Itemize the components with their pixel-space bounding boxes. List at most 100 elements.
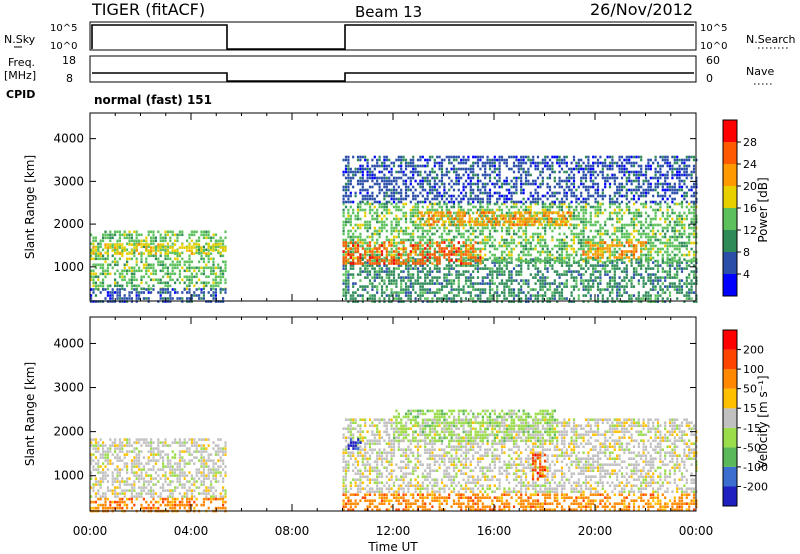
heatmap-cell <box>552 211 555 214</box>
heatmap-cell <box>637 232 640 236</box>
heatmap-cell <box>376 247 379 250</box>
heatmap-cell <box>433 256 436 259</box>
heatmap-cell <box>580 220 583 224</box>
heatmap-cell <box>416 270 420 273</box>
heatmap-cell <box>484 282 487 285</box>
heatmap-cell <box>557 211 560 214</box>
heatmap-cell <box>606 300 609 303</box>
heatmap-cell <box>505 229 508 233</box>
heatmap-cell <box>404 164 408 168</box>
heatmap-cell <box>582 226 585 230</box>
heatmap-cell <box>452 261 456 264</box>
heatmap-cell <box>649 241 652 245</box>
heatmap-cell <box>145 236 148 240</box>
heatmap-cell <box>536 259 540 263</box>
heatmap-cell <box>575 276 578 279</box>
heatmap-cell <box>508 188 511 192</box>
heatmap-cell <box>164 266 167 270</box>
heatmap-cell <box>205 266 208 270</box>
heatmap-cell <box>527 241 530 245</box>
heatmap-cell <box>539 244 542 248</box>
heatmap-cell <box>174 239 177 243</box>
heatmap-cell <box>455 294 458 297</box>
heatmap-cell <box>557 214 560 217</box>
heatmap-cell <box>596 250 599 253</box>
heatmap-cell <box>584 264 588 267</box>
heatmap-cell <box>390 179 393 183</box>
heatmap-cell <box>448 188 451 192</box>
heatmap-cell <box>676 267 679 270</box>
heatmap-cell <box>414 164 417 168</box>
heatmap-cell <box>558 285 561 288</box>
heatmap-cell <box>460 191 463 195</box>
heatmap-cell <box>443 241 446 244</box>
heatmap-cell <box>656 202 660 206</box>
heatmap-cell <box>438 235 441 239</box>
heatmap-cell <box>572 217 576 221</box>
heatmap-cell <box>472 300 475 303</box>
heatmap-cell <box>469 264 472 267</box>
heatmap-cell <box>347 273 350 276</box>
heatmap-cell <box>385 176 388 180</box>
heatmap-cell <box>150 249 153 252</box>
heatmap-cell <box>404 188 408 192</box>
heatmap-cell <box>404 182 408 186</box>
heatmap-cell <box>380 179 384 183</box>
heatmap-cell <box>90 288 93 291</box>
heatmap-cell <box>111 291 114 294</box>
heatmap-cell <box>162 281 165 285</box>
heatmap-cell <box>623 226 626 230</box>
heatmap-cell <box>404 232 408 236</box>
heatmap-cell <box>421 200 424 204</box>
heatmap-cell <box>524 261 528 264</box>
heatmap-cell <box>347 179 350 183</box>
heatmap-cell <box>366 264 369 267</box>
heatmap-cell <box>349 262 352 265</box>
heatmap-cell <box>412 267 415 270</box>
heatmap-cell <box>510 191 513 195</box>
heatmap-cell <box>392 238 396 242</box>
heatmap-cell <box>522 259 525 263</box>
heatmap-cell <box>548 261 552 264</box>
heatmap-cell <box>498 256 501 260</box>
heatmap-cell <box>685 285 688 288</box>
heatmap-cell <box>344 294 348 297</box>
heatmap-cell <box>450 279 453 282</box>
heatmap-cell <box>135 284 138 288</box>
heatmap-cell <box>452 244 456 247</box>
heatmap-cell <box>592 241 595 245</box>
heatmap-cell <box>428 247 432 250</box>
heatmap-cell <box>407 188 410 192</box>
heatmap-cell <box>126 248 129 252</box>
heatmap-cell <box>642 232 645 236</box>
heatmap-cell <box>599 229 602 233</box>
heatmap-cell <box>166 245 169 249</box>
heatmap-cell <box>388 253 391 257</box>
heatmap-cell <box>135 278 138 282</box>
heatmap-cell <box>524 241 528 245</box>
heatmap-cell <box>539 279 542 282</box>
heatmap-cell <box>680 267 684 270</box>
heatmap-cell <box>533 217 536 220</box>
heatmap-cell <box>383 247 386 250</box>
heatmap-cell <box>668 223 672 227</box>
heatmap-cell <box>392 297 396 300</box>
heatmap-cell <box>680 226 684 230</box>
heatmap-cell <box>469 262 472 265</box>
heatmap-cell <box>344 291 348 294</box>
heatmap-cell <box>503 288 506 291</box>
heatmap-cell <box>469 232 472 236</box>
heatmap-cell <box>106 243 109 246</box>
heatmap-cell <box>620 208 624 212</box>
heatmap-cell <box>488 270 492 273</box>
heatmap-cell <box>421 238 424 242</box>
heatmap-cell <box>152 233 155 237</box>
heatmap-cell <box>510 282 513 285</box>
heatmap-cell <box>385 276 388 279</box>
heatmap-cell <box>445 247 448 250</box>
heatmap-cell <box>500 211 504 215</box>
heatmap-cell <box>570 244 573 248</box>
heatmap-cell <box>460 288 463 291</box>
heatmap-cell <box>419 270 422 273</box>
heatmap-cell <box>361 256 364 260</box>
